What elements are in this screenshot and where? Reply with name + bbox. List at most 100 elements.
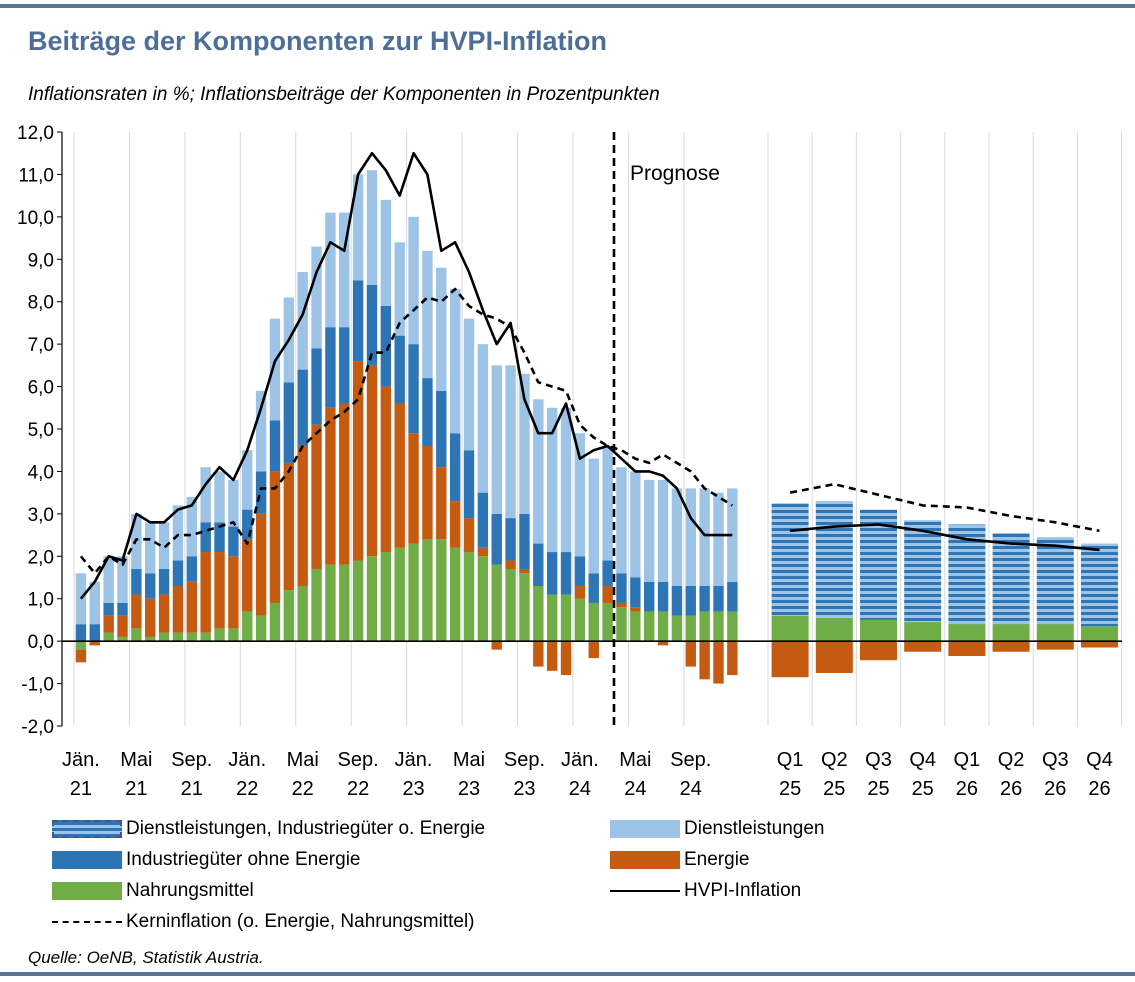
- source-note: Quelle: OeNB, Statistik Austria.: [28, 948, 264, 967]
- bar-services: [352, 174, 364, 281]
- legend-swatch-solid-line: [610, 882, 680, 900]
- x-tick-label: Q1: [954, 749, 981, 771]
- bar-industrial: [311, 348, 322, 425]
- x-tick-label: Q4: [909, 749, 936, 771]
- bar-energy: [727, 641, 738, 676]
- bar-industrial: [283, 382, 295, 463]
- bar-energy: [602, 585, 613, 603]
- bar-services-industrial: [1036, 537, 1074, 625]
- x-tick-label: 22: [292, 778, 314, 800]
- legend-swatch-striped: [52, 820, 122, 838]
- y-tick-label: 0,0: [28, 632, 54, 653]
- bar-services: [103, 556, 114, 603]
- legend-swatch-dashed-line: [52, 913, 122, 931]
- bar-food: [269, 602, 281, 642]
- bar-industrial: [117, 602, 128, 616]
- x-tick-label: Sep.: [171, 749, 212, 771]
- bar-industrial: [588, 573, 599, 603]
- bar-services: [491, 365, 502, 514]
- axes: [57, 131, 1122, 727]
- x-tick-label: 25: [867, 778, 889, 800]
- y-tick-label: 11,0: [18, 165, 54, 186]
- bar-food: [158, 632, 170, 642]
- x-tick-label: Q3: [1042, 749, 1069, 771]
- bar-energy: [992, 641, 1030, 652]
- bar-food: [145, 636, 156, 642]
- x-tick-label: Sep.: [670, 749, 711, 771]
- bar-energy: [255, 513, 267, 616]
- bar-food: [380, 552, 392, 642]
- legend-item-industrial: Industriegüter ohne Energie: [52, 849, 361, 871]
- x-tick-label: Mai: [453, 749, 485, 771]
- bar-energy: [117, 615, 128, 637]
- y-tick-label: 8,0: [28, 293, 54, 314]
- bar-services: [269, 318, 281, 421]
- y-tick-label: -1,0: [21, 675, 54, 696]
- bar-food: [699, 611, 710, 642]
- bar-industrial: [103, 602, 114, 616]
- bar-food: [463, 552, 475, 642]
- bar-energy: [1081, 641, 1118, 648]
- bar-industrial: [602, 560, 613, 586]
- bar-industrial: [643, 581, 655, 612]
- line-core-forecast: [789, 482, 1100, 533]
- x-tick-label: 23: [402, 778, 424, 800]
- bar-services-industrial: [1081, 543, 1118, 627]
- x-tick-label: Mai: [120, 749, 152, 771]
- bar-food: [200, 632, 211, 642]
- bar-food: [311, 569, 322, 642]
- x-tick-label: 24: [569, 778, 591, 800]
- bar-food: [214, 628, 225, 642]
- bar-industrial: [630, 577, 641, 608]
- bar-food: [477, 556, 489, 642]
- bar-industrial: [255, 471, 267, 514]
- legend-label: Dienstleistungen: [684, 818, 825, 839]
- bar-food: [103, 632, 114, 642]
- x-tick-label: Q1: [777, 749, 804, 771]
- bar-services: [505, 365, 516, 519]
- bar-food: [546, 594, 558, 642]
- bar-industrial: [380, 305, 392, 387]
- bar-energy: [533, 641, 544, 667]
- bar-food: [643, 611, 655, 642]
- bar-services: [366, 170, 378, 285]
- bar-services: [588, 458, 599, 574]
- bar-food: [283, 590, 295, 642]
- lines: [79, 151, 1100, 600]
- bar-industrial: [408, 344, 419, 434]
- bar-services: [200, 467, 211, 523]
- bar-food: [727, 611, 738, 642]
- bar-food: [671, 615, 683, 642]
- bar-services: [657, 479, 669, 582]
- legend-label: HVPI-Inflation: [684, 880, 802, 901]
- x-tick-label: Q2: [998, 749, 1025, 771]
- bar-industrial: [727, 581, 738, 612]
- bar-food: [1081, 626, 1118, 642]
- y-tick-label: -2,0: [21, 717, 54, 738]
- bar-energy: [186, 581, 198, 633]
- bar-food: [616, 607, 627, 642]
- bar-industrial: [394, 335, 405, 404]
- bar-food: [1036, 624, 1074, 642]
- bottom-rule: [0, 972, 1135, 976]
- bar-industrial: [685, 585, 696, 616]
- bar-industrial: [491, 513, 502, 565]
- bar-energy: [269, 471, 281, 603]
- bar-energy: [630, 607, 641, 612]
- bar-industrial: [145, 573, 156, 599]
- bar-energy: [366, 365, 378, 557]
- bar-energy: [588, 641, 599, 659]
- bar-services: [89, 581, 100, 625]
- bar-services: [630, 471, 641, 578]
- tick-labels: 12,0 11,0 10,0 9,0 8,0 7,0 6,0 5,0 4,0 3,0 2,0 1,0 0…: [17, 123, 1113, 800]
- bar-energy: [297, 445, 308, 586]
- bar-energy: [145, 598, 156, 637]
- bar-food: [422, 539, 433, 642]
- bar-food: [186, 632, 198, 642]
- bar-services: [297, 272, 308, 370]
- y-tick-label: 1,0: [28, 590, 54, 611]
- bar-industrial: [297, 369, 308, 446]
- bar-food: [992, 624, 1030, 642]
- bar-food: [505, 569, 516, 642]
- x-tick-label: Jän.: [62, 749, 100, 771]
